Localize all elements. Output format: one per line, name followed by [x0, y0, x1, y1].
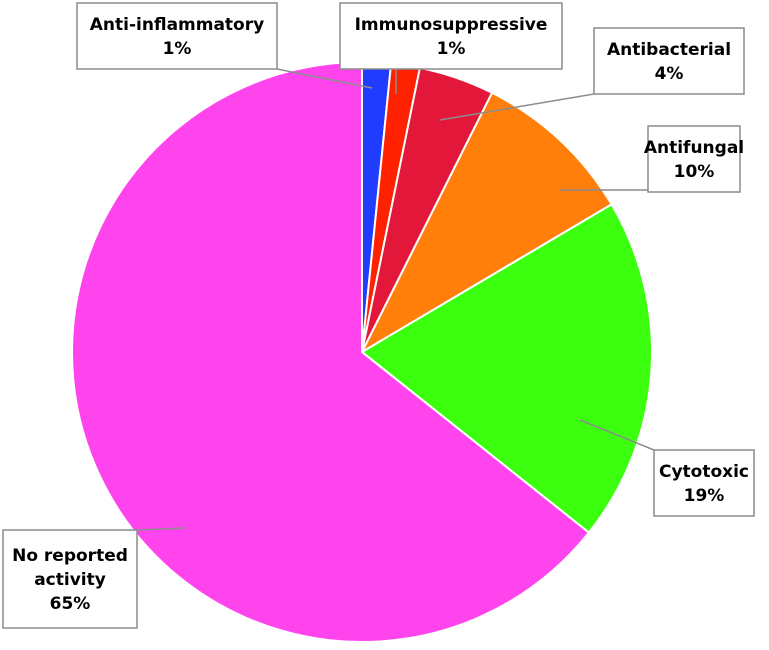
label-box: [339, 2, 563, 70]
slice-label-anti-inflammatory: Anti-inflammatory 1%: [76, 2, 278, 70]
slice-label-immunosuppressive: Immunosuppressive 1%: [339, 2, 563, 70]
pie-slices: [71, 60, 653, 643]
label-box: [653, 449, 755, 517]
label-box: [2, 529, 138, 629]
leader-line: [439, 93, 595, 121]
slice-percent-label: 10%: [674, 162, 715, 182]
label-box: [593, 27, 745, 95]
slice-label-cytotoxic: Cytotoxic 19%: [653, 449, 755, 517]
slice-label-no-reported-activity: No reported activity 65%: [2, 529, 138, 629]
leader-line: [276, 68, 373, 89]
slice-name-label: Antifungal: [644, 138, 744, 158]
slice-name-label: No reported: [12, 546, 128, 566]
slice-percent-label: 1%: [163, 39, 192, 59]
slice-name-label: Antibacterial: [607, 40, 731, 60]
leader-line: [136, 527, 186, 531]
slice-name-label: activity: [34, 570, 106, 590]
pie-slice-cytotoxic: [360, 203, 653, 535]
slice-name-label: Immunosuppressive: [355, 15, 548, 35]
slice-name-label: Cytotoxic: [659, 462, 749, 482]
pie-slice-no-reported-activity: [71, 60, 591, 643]
label-box: [76, 2, 278, 70]
slice-name-label: Anti-inflammatory: [90, 15, 264, 35]
label-box: [647, 125, 741, 193]
leader-line: [579, 419, 655, 451]
slice-percent-label: 65%: [50, 594, 91, 614]
pie-slice-antifungal: [359, 91, 613, 355]
slice-label-antibacterial: Antibacterial 4%: [593, 27, 745, 95]
slice-percent-label: 4%: [655, 64, 684, 84]
leader-lines: [136, 68, 655, 531]
slice-percent-label: 1%: [437, 39, 466, 59]
slice-label-antifungal: Antifungal 10%: [644, 125, 744, 193]
slice-percent-label: 19%: [684, 486, 725, 506]
